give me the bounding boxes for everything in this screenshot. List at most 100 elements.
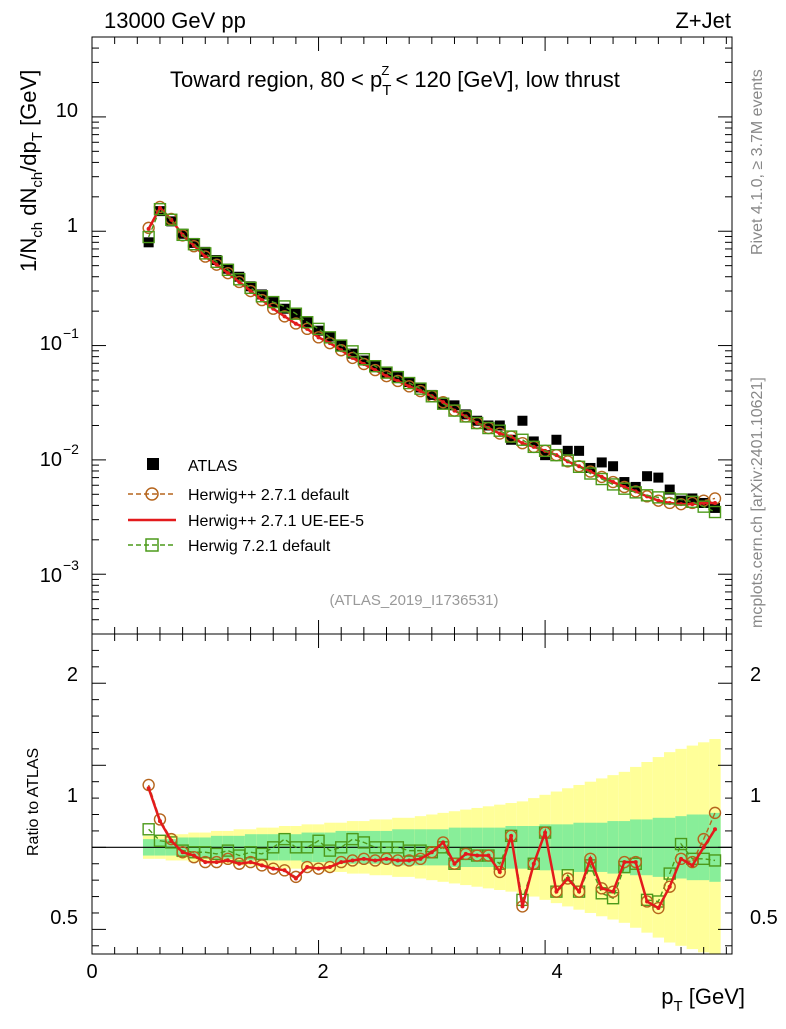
ratio-herwigpp-ueee5-point [214,860,219,865]
herwigpp-ueee5-point [441,400,446,405]
herwigpp-ueee5-point [225,271,230,276]
ratio-herwigpp-default-point [493,865,506,879]
ratio-herwigpp-ueee5-point [361,856,366,861]
ratio-herwigpp-default-point [595,882,608,895]
herwigpp-ueee5-point [418,389,423,394]
herwig7-point [459,410,473,423]
herwig7-line [147,207,716,513]
herwig7-point [301,316,314,329]
watermark: (ATLAS_2019_I1736531) [329,592,498,609]
herwig7-point [187,238,201,251]
atlas-data-point [245,281,256,292]
plot-title-sub: T [382,82,391,99]
atlas-data-point [664,484,675,495]
x-tick-0: 0 [86,961,97,983]
ratio-herwigpp-default-point [448,857,461,870]
x-axis-label: pT [GeV] [661,984,745,1015]
ratio-herwigpp-default-point [584,852,597,866]
ratio-herwigpp-ueee5-point [350,858,355,863]
plot-title: Toward region, 80 < pTZ < 120 [GeV], low… [170,63,620,99]
herwigpp-ueee5-point [237,279,242,284]
ratio-herwigpp-default-point [606,885,620,898]
ratio-herwigpp-ueee5-point [146,786,151,791]
ratio-herwigpp-ueee5-point [679,856,684,861]
ratio-herwigpp-ueee5-point [429,850,434,855]
ratio-herwig7-point [142,823,155,836]
herwig7-point [289,307,303,320]
herwig7-point [708,505,722,519]
atlas-data-point [551,434,562,445]
ratio-herwigpp-default-point [289,870,303,884]
ratio-herwigpp-ueee5-point [407,858,412,863]
herwig7-point [233,273,246,286]
atlas-data-point [188,237,199,248]
ratio-herwigpp-ueee5-point [373,858,378,863]
herwig7-point [357,352,371,366]
y-tick-0.01: 10 [40,449,62,471]
ratio-herwigpp-default-point [187,850,201,864]
herwigpp-default-point [142,221,155,235]
ratio-tick-right-0.5: 0.5 [750,907,778,929]
plot-title-post: < 120 [GeV], low thrust [389,67,620,92]
atlas-data-point [154,206,165,217]
ratio-plot-y-label: Ratio to ATLAS [25,748,42,856]
atlas-data-point [710,502,721,513]
ratio-herwigpp-ueee5-point [169,838,174,843]
herwig7-point [561,454,574,467]
atlas-data-point [676,495,687,506]
herwig7-point [323,331,337,344]
ratio-herwigpp-ueee5-point [565,876,570,881]
herwigpp-ueee5-point [690,502,695,507]
ratio-herwigpp-ueee5-point [667,884,672,889]
main-plot-y-ticks [91,36,732,635]
herwig7-point [176,228,189,242]
ratio-herwigpp-default-point [221,852,235,866]
ratio-herwigpp-ueee5-point [713,827,718,832]
ratio-herwigpp-ueee5-point [180,850,185,855]
ratio-herwigpp-ueee5-point [475,853,480,858]
herwigpp-ueee5-point [157,205,162,210]
plot-title-pre: Toward region, 80 < p [170,67,382,92]
atlas-data-point [472,415,483,426]
ratio-herwigpp-ueee5-point [452,861,457,866]
legend-atlas-marker [147,458,159,470]
legend-herwig7-label: Herwig 7.2.1 default [188,538,331,555]
ratio-tick-left-1: 1 [67,785,78,807]
ratio-herwigpp-default-point [527,857,540,870]
main-plot-marks [142,200,722,519]
herwig7-point [210,255,223,269]
herwigpp-ueee5-point [282,314,287,319]
herwigpp-ueee5-point [407,384,412,389]
ratio-herwigpp-ueee5-point [203,860,208,865]
ratio-herwigpp-ueee5-point [327,865,332,870]
atlas-data-point [562,445,573,456]
ratio-herwigpp-ueee5-point [588,856,593,861]
herwig7-point [312,322,325,336]
ratio-herwigpp-default-point [663,880,676,893]
ratio-herwigpp-default-point [165,832,178,846]
herwig7-point [516,433,529,446]
y-tick-0.001-exp: −3 [63,557,79,573]
atlas-data-point [540,450,551,461]
legend-herwig7-marker [145,538,159,552]
ratio-herwigpp-ueee5-point [248,860,253,865]
ratio-herwigpp-ueee5-point [577,889,582,894]
ratio-herwigpp-default-point [255,859,269,872]
y-tick-0.001: 10 [40,565,62,587]
atlas-data-point [347,348,358,359]
ratio-herwigpp-ueee5-point [633,860,638,865]
legend: ATLAS Herwig++ 2.7.1 default Herwig++ 2.… [128,458,364,555]
herwigpp-ueee5-point [203,254,208,259]
x-tick-4: 4 [551,961,562,983]
legend-herwigpp-ueee5-label: Herwig++ 2.7.1 UE-EE-5 [188,513,364,530]
ratio-herwigpp-default-point [425,846,439,859]
ratio-herwigpp-default-point [572,885,586,898]
ratio-plot-frame [91,633,733,955]
ratio-herwigpp-ueee5-point [237,861,242,866]
herwig7-point [414,382,427,395]
ratio-herwigpp-ueee5-point [554,889,559,894]
ratio-herwig7-point [561,869,574,882]
header-left: 13000 GeV pp [104,8,246,33]
herwigpp-ueee5-point [577,464,582,469]
